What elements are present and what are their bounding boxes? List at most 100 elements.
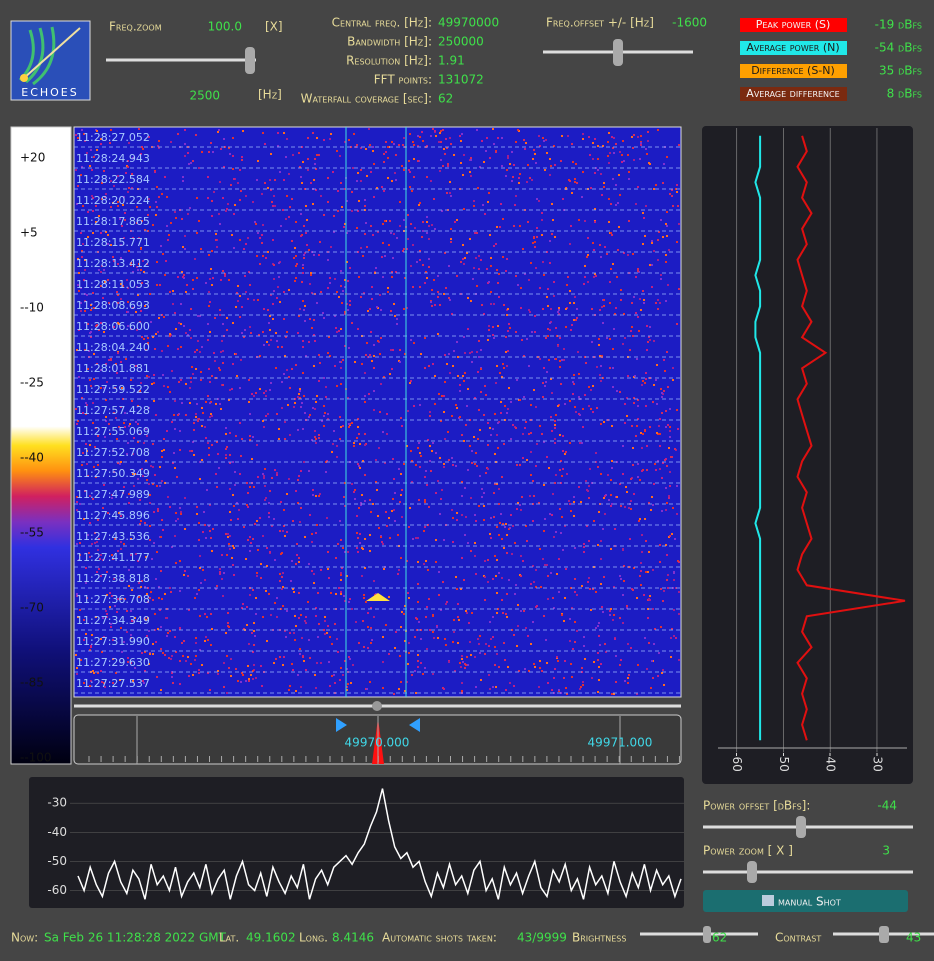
waterfall-pixel xyxy=(406,445,408,447)
waterfall-pixel xyxy=(552,597,554,599)
waterfall-pixel xyxy=(469,238,471,240)
slider-thumb[interactable] xyxy=(879,926,889,943)
slider-thumb[interactable] xyxy=(245,47,255,74)
x-tick-label: -30 xyxy=(870,752,884,772)
waterfall-pixel xyxy=(364,474,366,476)
manual-shot-button[interactable] xyxy=(703,890,908,912)
waterfall-pixel xyxy=(148,663,150,665)
info-value: 62 xyxy=(438,92,453,106)
waterfall-pixel xyxy=(544,518,546,520)
waterfall-pixel xyxy=(498,296,500,298)
waterfall-pixel xyxy=(116,438,118,440)
waterfall-pixel xyxy=(311,541,313,543)
slider-thumb[interactable] xyxy=(747,861,757,883)
waterfall-pixel xyxy=(646,445,648,447)
colorbar-label: --25 xyxy=(20,376,44,390)
waterfall-pixel xyxy=(651,496,653,498)
waterfall-pixel xyxy=(672,367,674,369)
waterfall-pixel xyxy=(456,341,458,343)
waterfall-pixel xyxy=(609,610,611,612)
waterfall-pixel xyxy=(580,501,582,503)
waterfall-pixel xyxy=(299,648,301,650)
waterfall-pixel xyxy=(364,444,366,446)
waterfall-pixel xyxy=(396,318,398,320)
waterfall-pixel xyxy=(223,572,225,574)
waterfall-pixel xyxy=(606,253,608,255)
waterfall-pixel xyxy=(647,131,649,133)
slider-thumb[interactable] xyxy=(703,926,711,943)
waterfall-pixel xyxy=(377,515,379,517)
waterfall-pixel xyxy=(668,495,670,497)
waterfall-pixel xyxy=(381,541,383,543)
waterfall-pixel xyxy=(422,230,424,232)
waterfall-pixel xyxy=(642,212,644,214)
waterfall-pixel xyxy=(460,140,462,142)
slider-thumb[interactable] xyxy=(796,816,806,838)
waterfall-pixel xyxy=(611,425,613,427)
slider-thumb[interactable] xyxy=(613,39,623,66)
waterfall-pixel xyxy=(370,171,372,173)
waterfall-pixel xyxy=(184,129,186,131)
waterfall-pixel xyxy=(604,246,606,248)
waterfall-pixel xyxy=(169,630,171,632)
waterfall-pixel xyxy=(110,244,112,246)
waterfall-pixel xyxy=(363,292,365,294)
waterfall-pixel xyxy=(87,368,89,370)
waterfall-pixel xyxy=(103,387,105,389)
waterfall-pixel xyxy=(658,652,660,654)
waterfall-pixel xyxy=(450,241,452,243)
waterfall-pixel xyxy=(648,336,650,338)
waterfall-pixel xyxy=(582,171,584,173)
waterfall-pixel xyxy=(273,278,275,280)
waterfall-pixel xyxy=(283,291,285,293)
waterfall-pixel xyxy=(462,174,464,176)
waterfall-pixel xyxy=(305,232,307,234)
waterfall-pixel xyxy=(223,138,225,140)
waterfall-pixel xyxy=(497,282,499,284)
waterfall-pixel xyxy=(324,616,326,618)
waterfall-pixel xyxy=(666,554,668,556)
waterfall-pixel xyxy=(408,597,410,599)
waterfall-pixel xyxy=(607,155,609,157)
waterfall-pixel xyxy=(302,272,304,274)
waterfall-pixel xyxy=(466,656,468,658)
waterfall-pixel xyxy=(581,196,583,198)
waterfall-pixel xyxy=(569,180,571,182)
waterfall-pixel xyxy=(263,426,265,428)
waterfall-pixel xyxy=(398,144,400,146)
waterfall-pixel xyxy=(505,175,507,177)
waterfall-pixel xyxy=(92,232,94,234)
waterfall-pixel xyxy=(457,616,459,618)
waterfall-pixel xyxy=(195,413,197,415)
waterfall-pixel xyxy=(178,381,180,383)
waterfall-pixel xyxy=(550,572,552,574)
waterfall-pixel xyxy=(547,288,549,290)
waterfall-pixel xyxy=(363,646,365,648)
waterfall-pixel xyxy=(388,517,390,519)
waterfall-pixel xyxy=(314,436,316,438)
waterfall-pixel xyxy=(201,151,203,153)
waterfall-pixel xyxy=(323,405,325,407)
legend-label: Average power (N) xyxy=(746,41,839,54)
slider-thumb[interactable] xyxy=(372,701,382,711)
value: -44 xyxy=(877,799,897,813)
waterfall-pixel xyxy=(375,459,377,461)
waterfall-pixel xyxy=(174,211,176,213)
colorbar xyxy=(10,126,72,765)
waterfall-pixel xyxy=(620,289,622,291)
waterfall-pixel xyxy=(428,506,430,508)
waterfall-pixel xyxy=(516,645,518,647)
waterfall-pixel xyxy=(323,139,325,141)
waterfall-pixel xyxy=(507,330,509,332)
waterfall-pixel xyxy=(669,471,671,473)
waterfall-pixel xyxy=(222,595,224,597)
waterfall-pixel xyxy=(202,531,204,533)
waterfall-pixel xyxy=(610,494,612,496)
waterfall-pixel xyxy=(520,509,522,511)
waterfall-pixel xyxy=(171,546,173,548)
ruler-label: 49971.000 xyxy=(588,736,653,750)
waterfall-pixel xyxy=(349,598,351,600)
waterfall-pixel xyxy=(183,325,185,327)
waterfall-pixel xyxy=(431,450,433,452)
waterfall-pixel xyxy=(126,279,128,281)
